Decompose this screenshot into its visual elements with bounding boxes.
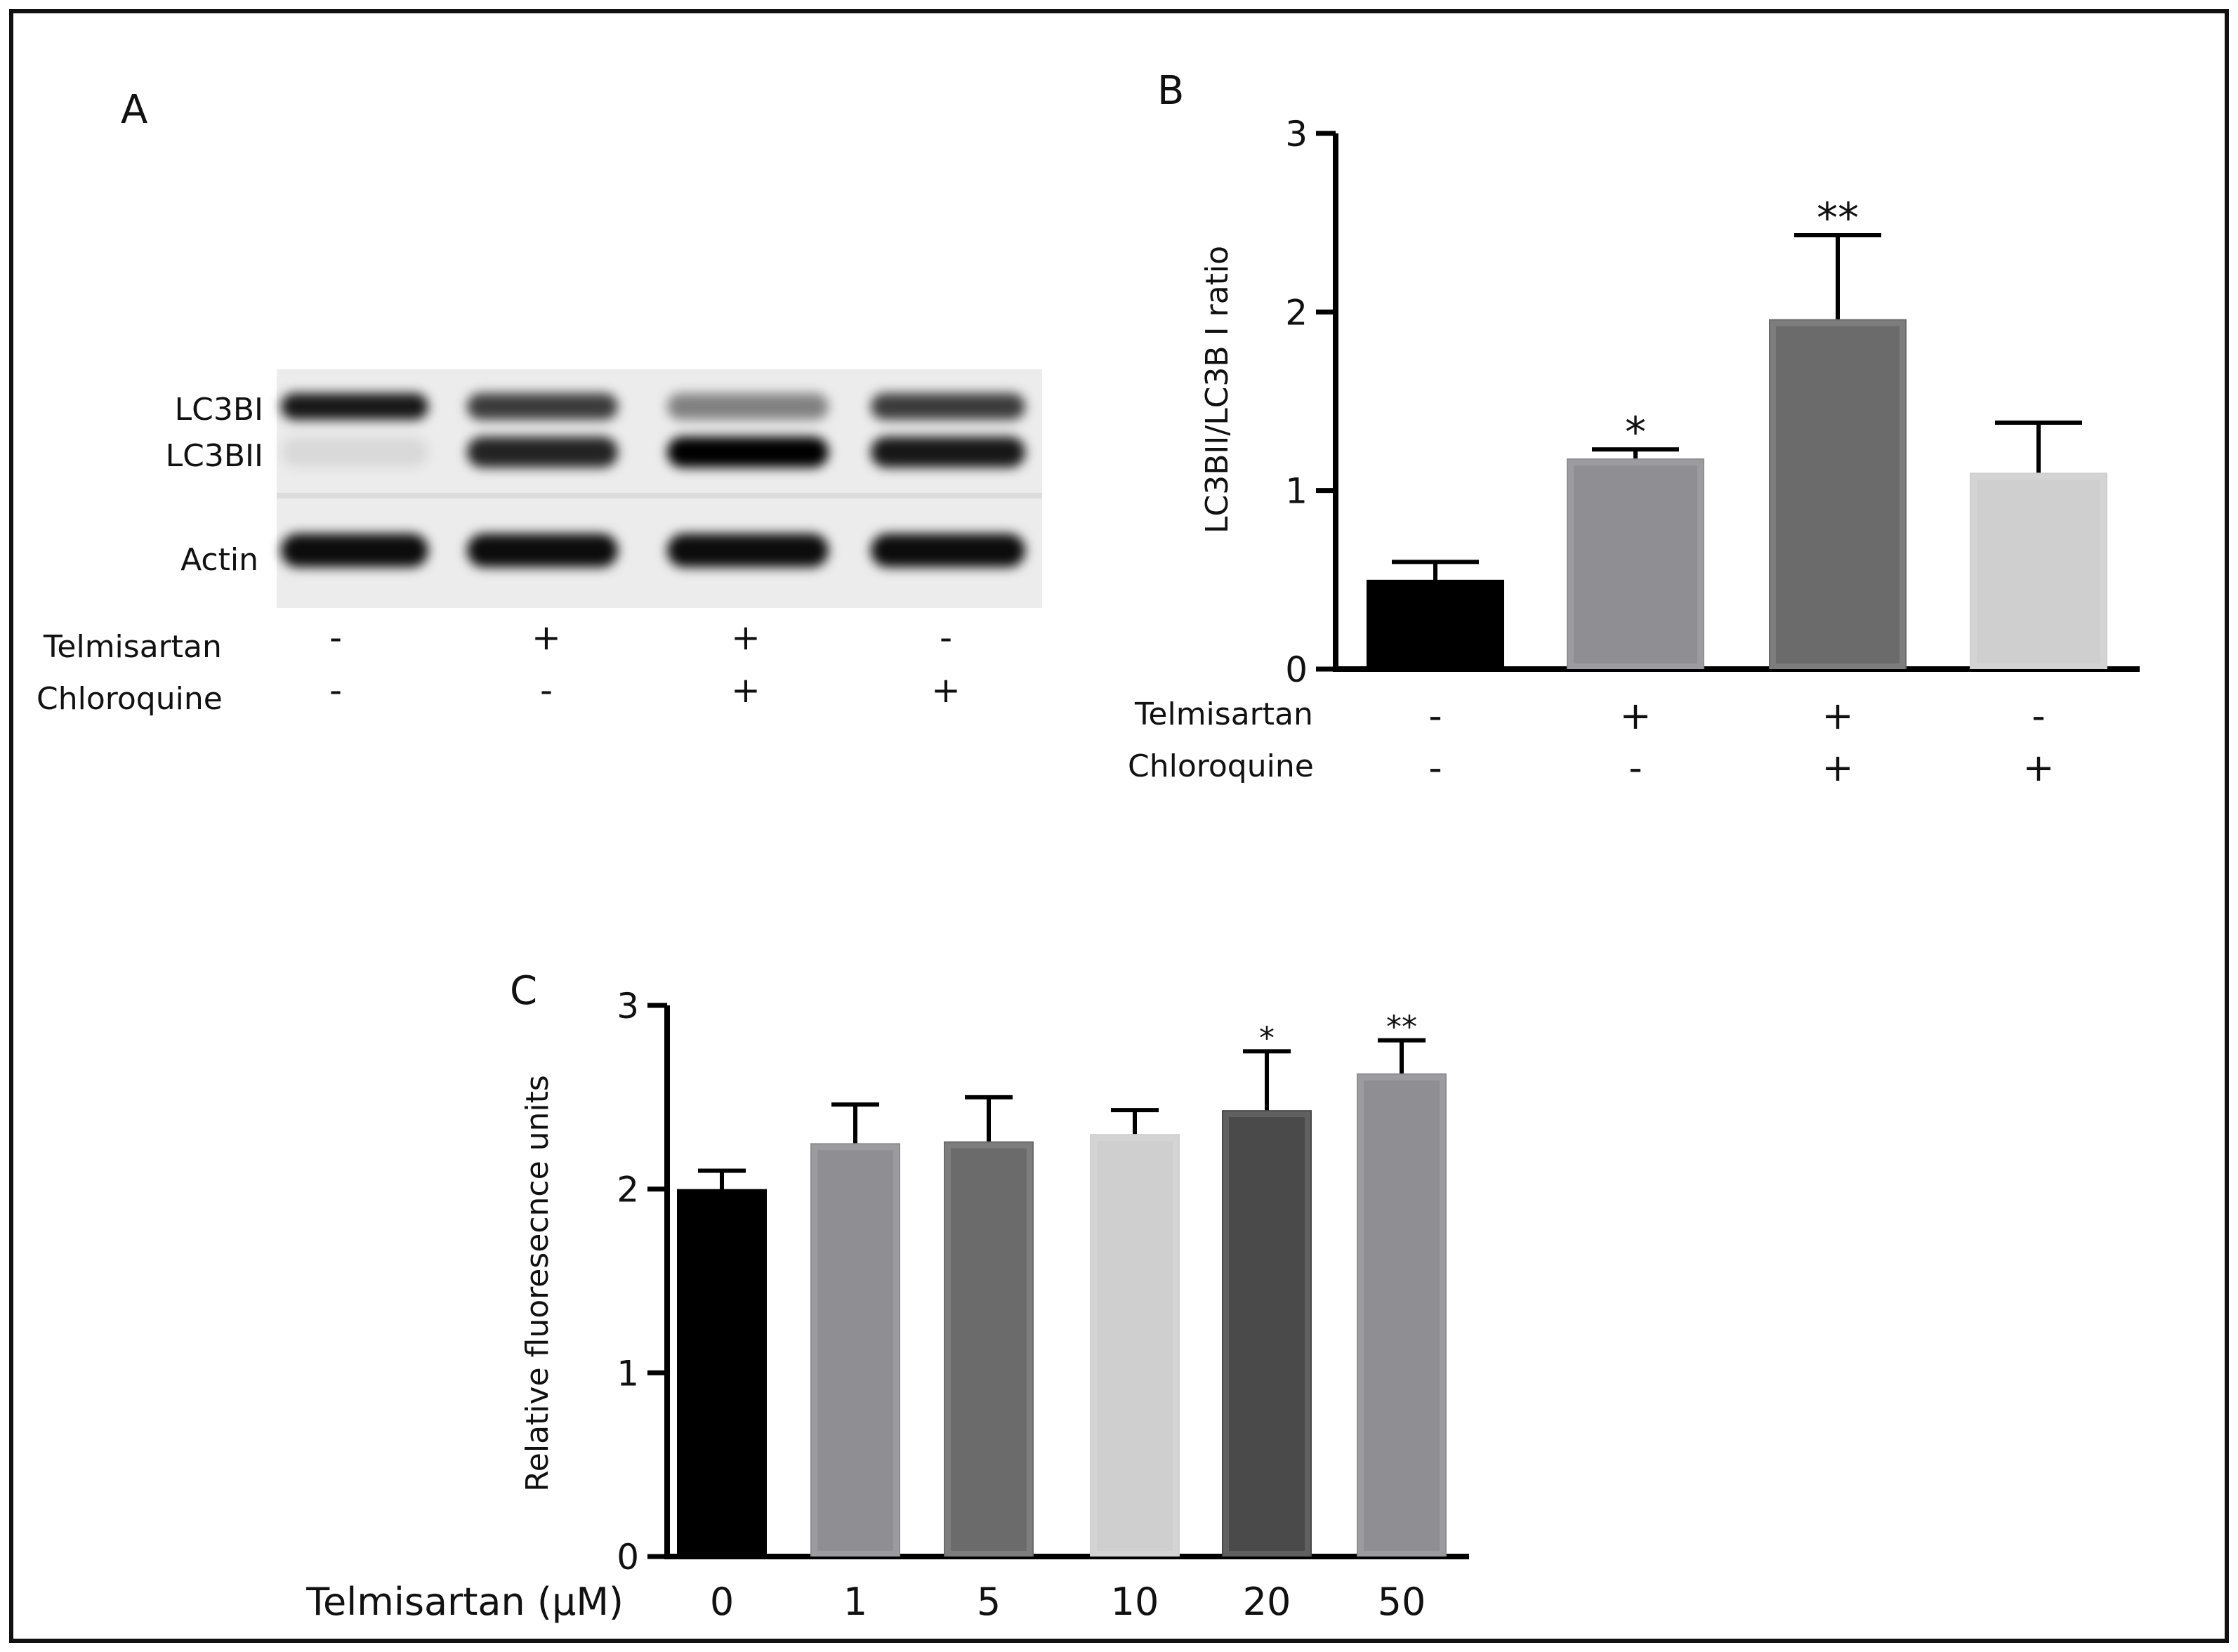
blot-band-lc3bii (667, 437, 829, 468)
blot-band-actin (467, 534, 618, 567)
bar (1357, 1073, 1447, 1557)
blot-sign: - (540, 670, 553, 711)
x-tick-label: 50 (1378, 1580, 1426, 1624)
y-tick-label: 2 (1285, 292, 1308, 333)
chart-c: Relative fluoresecnce units Telmisartan … (305, 986, 1469, 1624)
bar-inner-shade (1971, 474, 2106, 669)
bar (1970, 473, 2107, 669)
significance-label: * (1625, 408, 1646, 457)
bar (1090, 1134, 1180, 1557)
bar-inner-shade (1770, 320, 1905, 669)
chart-c-xlabel: Telmisartan (μM) (305, 1580, 624, 1624)
treatment-sign: + (2022, 746, 2054, 790)
treatment-sign: + (1822, 694, 1853, 738)
treatment-sign: - (1428, 746, 1442, 790)
chart-b-row-chloroquine: Chloroquine (1128, 748, 1314, 784)
blot-sign: - (940, 617, 952, 658)
x-tick-label: 0 (710, 1580, 734, 1624)
blot-sign: + (532, 617, 561, 658)
y-tick-label: 0 (617, 1537, 639, 1578)
bar (1222, 1110, 1312, 1557)
blot-sign: - (329, 617, 342, 658)
bar-inner-shade (1091, 1135, 1178, 1557)
blot-label-lc3bi: LC3BI (175, 392, 263, 428)
blot-sign: + (931, 670, 961, 711)
bar (944, 1141, 1034, 1557)
bar-inner-shade (1568, 459, 1703, 669)
bar-inner-shade (945, 1142, 1032, 1557)
significance-label: ** (1386, 1010, 1417, 1045)
treatment-sign: + (1822, 746, 1853, 790)
blot-band-lc3bi (667, 393, 829, 420)
x-tick-label: 5 (977, 1580, 1001, 1624)
y-tick-label: 1 (1285, 471, 1308, 512)
bar (1567, 458, 1704, 669)
bar-inner-shade (812, 1144, 899, 1557)
y-tick-label: 3 (617, 986, 639, 1026)
blot-band-lc3bi (467, 393, 618, 420)
chart-b-ylabel: LC3BII/LC3B I ratio (1199, 246, 1235, 534)
blot-sign: + (731, 670, 761, 711)
blot-label-actin: Actin (180, 542, 258, 578)
blot-label-lc3bii: LC3BII (166, 438, 263, 474)
x-tick-label: 1 (843, 1580, 867, 1624)
significance-label: ** (1817, 194, 1859, 243)
chart-b: LC3BII/LC3B I ratio Telmisartan Chloroqu… (1128, 114, 2140, 790)
blot-band-lc3bii (871, 437, 1025, 468)
bar (810, 1143, 900, 1557)
treatment-sign: - (1428, 694, 1442, 738)
significance-label: * (1259, 1020, 1275, 1056)
blot-sign: + (731, 617, 761, 658)
treatment-sign: - (1628, 746, 1643, 790)
blot-band-lc3bi (871, 393, 1025, 420)
panel-b-label: B (1157, 68, 1184, 114)
blot-sign: - (329, 670, 342, 711)
y-tick-label: 0 (1285, 649, 1308, 690)
blot-band-actin (667, 534, 829, 567)
bar-inner-shade (1223, 1111, 1310, 1557)
blot-divider (277, 493, 1042, 498)
bar (1367, 579, 1504, 669)
blot-band-lc3bii (467, 437, 618, 468)
treatment-sign: - (2032, 694, 2046, 738)
x-tick-label: 10 (1111, 1580, 1159, 1624)
blot-band-lc3bii (281, 437, 428, 468)
x-tick-label: 20 (1243, 1580, 1291, 1624)
bar (1769, 319, 1907, 669)
blot-row-telmisartan: Telmisartan (43, 629, 222, 665)
bar (677, 1189, 767, 1557)
panel-c-label: C (510, 968, 537, 1014)
chart-c-ylabel: Relative fluoresecnce units (520, 1075, 555, 1492)
chart-b-row-telmisartan: Telmisartan (1134, 696, 1313, 732)
blot-band-actin (281, 534, 428, 567)
panel-a-label: A (121, 87, 147, 133)
blot-row-chloroquine: Chloroquine (37, 681, 223, 717)
treatment-sign: + (1619, 694, 1651, 738)
bar-inner-shade (1358, 1074, 1445, 1557)
blot-band-lc3bi (281, 393, 428, 420)
y-tick-label: 2 (617, 1170, 639, 1210)
y-tick-label: 3 (1285, 114, 1308, 154)
blot-band-actin (871, 534, 1025, 567)
western-blot: LC3BI LC3BII Actin Telmisartan Chloroqui… (37, 369, 1042, 717)
y-tick-label: 1 (617, 1353, 639, 1394)
